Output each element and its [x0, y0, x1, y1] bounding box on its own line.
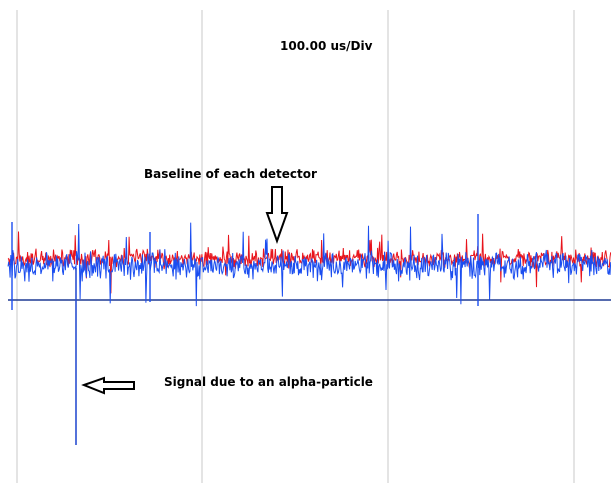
grid-lines [16, 10, 575, 483]
signal-traces [7, 214, 611, 310]
alpha-annotation: Signal due to an alpha-particle [164, 375, 373, 389]
trace-red [7, 231, 611, 294]
timebase-label: 100.00 us/Div [280, 39, 373, 53]
left-arrow-icon [81, 376, 135, 395]
trace-blue [7, 222, 611, 307]
baseline-annotation: Baseline of each detector [144, 167, 317, 181]
down-arrow-icon [265, 186, 289, 244]
